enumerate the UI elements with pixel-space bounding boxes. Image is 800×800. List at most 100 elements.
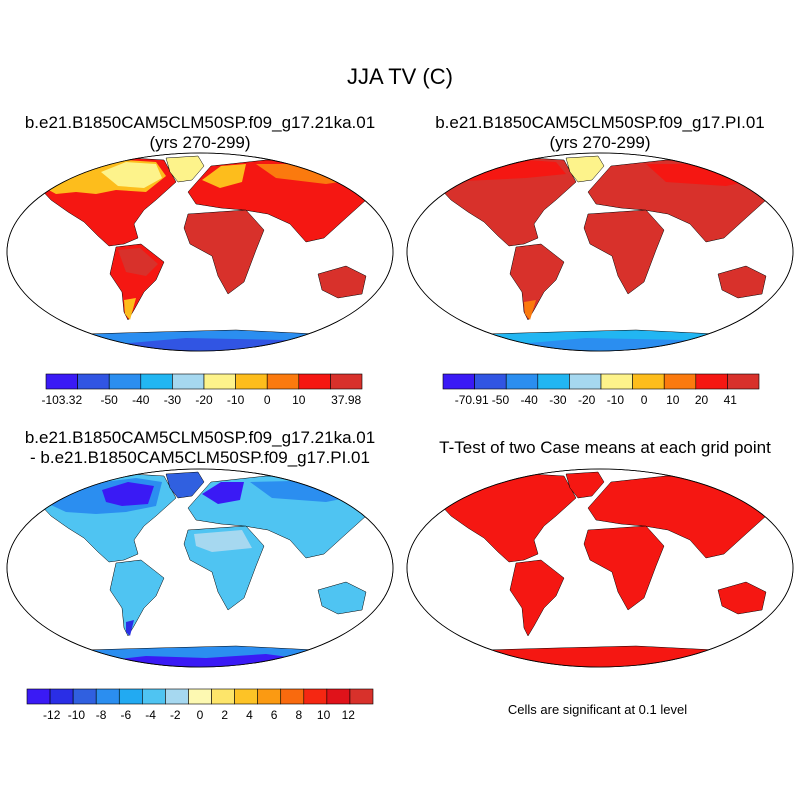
greenland-landmass [565, 155, 605, 183]
panel-difference-title-line1: b.e21.B1850CAM5CLM50SP.f09_g17.21ka.01 [24, 428, 376, 447]
colorbar-tick-label: 10 [317, 708, 331, 722]
colorbar-swatch [45, 373, 78, 390]
colorbar-swatch [349, 688, 374, 705]
colorbar-swatch [172, 373, 205, 390]
colorbar-tick-label: -40 [521, 393, 539, 407]
colorbar-swatch [600, 373, 633, 390]
colorbar-swatch [326, 688, 351, 705]
colorbar-tick-label: 12 [342, 708, 356, 722]
colorbar-tick-label: 10 [292, 393, 306, 407]
colorbar-swatch [49, 688, 74, 705]
panel-case1-title-line2: (yrs 270-299) [149, 133, 251, 152]
colorbar-swatch [303, 688, 328, 705]
laurentide-ice-region [102, 482, 154, 506]
colorbar-swatch [257, 688, 282, 705]
colorbar-tick-label: 4 [246, 708, 253, 722]
colorbar-swatch [234, 688, 258, 705]
laurentide-ice-region [101, 162, 162, 188]
colorbar-swatch [235, 373, 268, 390]
colorbar-tick-label: -50 [492, 393, 510, 407]
colorbar-tick-label: 10 [666, 393, 680, 407]
figure-title: JJA TV (C) [347, 64, 453, 89]
colorbar-tick-label: 6 [271, 708, 278, 722]
colorbar-swatch [280, 688, 305, 705]
colorbar-tick-label: -6 [121, 708, 132, 722]
greenland-landmass [565, 471, 605, 499]
colorbar-swatch [727, 373, 760, 390]
colorbar-tick-label: 41 [724, 393, 738, 407]
colorbar-swatch [569, 373, 602, 390]
colorbar-tick-label: -8 [96, 708, 107, 722]
colorbar-tick-label: 0 [641, 393, 648, 407]
map-case1 [6, 152, 394, 352]
colorbar-swatch [330, 373, 363, 390]
colorbar-tick-label: 0 [197, 708, 204, 722]
colorbar-tick-label: -70.91 [455, 393, 489, 407]
colorbar-swatch [77, 373, 110, 390]
colorbar-swatch [266, 373, 300, 390]
colorbar-tick-label: 20 [695, 393, 709, 407]
colorbar-swatch [203, 373, 236, 390]
panel-case1-title: b.e21.B1850CAM5CLM50SP.f09_g17.21ka.01 (… [0, 113, 400, 153]
colorbar-tick-label: -103.32 [41, 393, 82, 407]
greenland-landmass [165, 155, 205, 183]
panel-case2-title: b.e21.B1850CAM5CLM50SP.f09_g17.PI.01 (yr… [400, 113, 800, 153]
colorbar-swatch [298, 373, 331, 390]
colorbar-swatch [663, 373, 697, 390]
antarctica-landmass [425, 645, 777, 667]
colorbar-tick-label: -20 [578, 393, 596, 407]
colorbar-swatch [442, 373, 475, 390]
colorbar-tick-label: -4 [145, 708, 156, 722]
colorbar-tick-label: -10 [68, 708, 86, 722]
colorbar-swatch [142, 688, 166, 705]
colorbar-tick-label: -30 [549, 393, 567, 407]
colorbar-swatch [632, 373, 665, 390]
panel-difference-title-line2: - b.e21.B1850CAM5CLM50SP.f09_g17.PI.01 [30, 448, 370, 467]
colorbar-swatch [505, 373, 539, 390]
panel-case2-title-line1: b.e21.B1850CAM5CLM50SP.f09_g17.PI.01 [435, 113, 765, 132]
colorbar-swatch [537, 373, 570, 390]
colorbar-tick-label: -10 [227, 393, 245, 407]
colorbar-swatch [211, 688, 235, 705]
map-difference [6, 468, 394, 668]
panel-case2-title-line2: (yrs 270-299) [549, 133, 651, 152]
colorbar-tick-label: -2 [170, 708, 181, 722]
colorbar-tick-label: -10 [607, 393, 625, 407]
colorbar-swatch [118, 688, 143, 705]
africa-landmass [583, 209, 665, 295]
colorbar-swatch [474, 373, 507, 390]
greenland-landmass [165, 471, 205, 499]
australia-landmass [317, 265, 367, 299]
patagonia-region [126, 620, 134, 636]
africa-landmass [183, 209, 265, 295]
colorbar-tick-label: 8 [296, 708, 303, 722]
south-america-landmass [509, 243, 565, 321]
panel-case1-title-line1: b.e21.B1850CAM5CLM50SP.f09_g17.21ka.01 [24, 113, 376, 132]
patagonia-region [124, 298, 136, 320]
colorbar-swatch [72, 688, 97, 705]
africa-landmass [583, 525, 665, 611]
colorbar-tick-label: 37.98 [331, 393, 361, 407]
australia-landmass [717, 581, 767, 615]
south-america-landmass [109, 559, 165, 637]
amazon-region [118, 248, 158, 276]
scandinavia-ice-region [202, 482, 244, 504]
colorbar-tick-label: 2 [221, 708, 228, 722]
significance-note: Cells are significant at 0.1 level [507, 702, 688, 717]
colorbar-swatch [188, 688, 212, 705]
colorbar-tick-label: -50 [101, 393, 119, 407]
scandinavia-ice-region [202, 164, 246, 188]
panel-ttest-title: T-Test of two Case means at each grid po… [439, 438, 771, 457]
colorbar-tick-label: -20 [195, 393, 213, 407]
colorbar-swatch [165, 688, 189, 705]
colorbar-swatch [95, 688, 120, 705]
map-ttest [406, 468, 794, 668]
north-america-landmass [435, 473, 577, 563]
australia-landmass [317, 581, 367, 615]
panel-difference-title: b.e21.B1850CAM5CLM50SP.f09_g17.21ka.01 -… [0, 428, 400, 468]
colorbar-swatch [140, 373, 173, 390]
colorbar-swatch [695, 373, 728, 390]
colorbar-case1: -103.32 -50 -40 -30 -20 -10 0 10 37.98 [41, 373, 363, 407]
colorbar-swatch [108, 373, 142, 390]
colorbar-difference: -12 -10 -8 -6 -4 -2 0 2 4 6 8 10 12 [26, 688, 374, 722]
